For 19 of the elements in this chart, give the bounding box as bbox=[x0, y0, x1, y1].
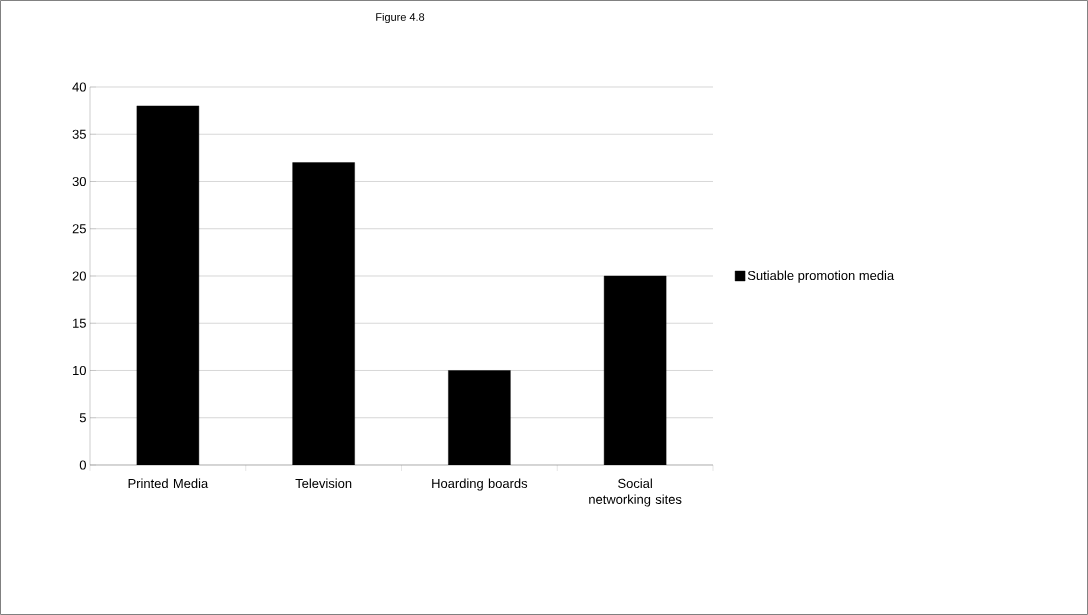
y-tick-label: 15 bbox=[73, 318, 86, 328]
legend-label: Sutiable promotion media bbox=[747, 270, 895, 283]
y-tick-label: 35 bbox=[72, 129, 86, 139]
y-tick-label: 5 bbox=[79, 413, 86, 423]
x-tick-label: Hoarding boards bbox=[432, 478, 528, 491]
x-tick-label: Television bbox=[295, 478, 352, 489]
bar bbox=[136, 105, 200, 465]
y-tick-label: 20 bbox=[72, 271, 86, 281]
chart-title: Figure 4.8 bbox=[376, 12, 425, 24]
y-tick-label: 10 bbox=[73, 365, 86, 376]
bar bbox=[603, 275, 667, 465]
x-tick-label: Printed Media bbox=[128, 478, 209, 489]
y-tick-label: 40 bbox=[72, 82, 86, 92]
y-tick-label: 0 bbox=[79, 460, 86, 470]
y-tick-label: 25 bbox=[72, 224, 86, 234]
y-tick-label: 30 bbox=[72, 176, 86, 187]
x-tick-label: Social networking sites bbox=[589, 478, 682, 507]
bar bbox=[292, 162, 355, 465]
bar bbox=[448, 370, 511, 465]
